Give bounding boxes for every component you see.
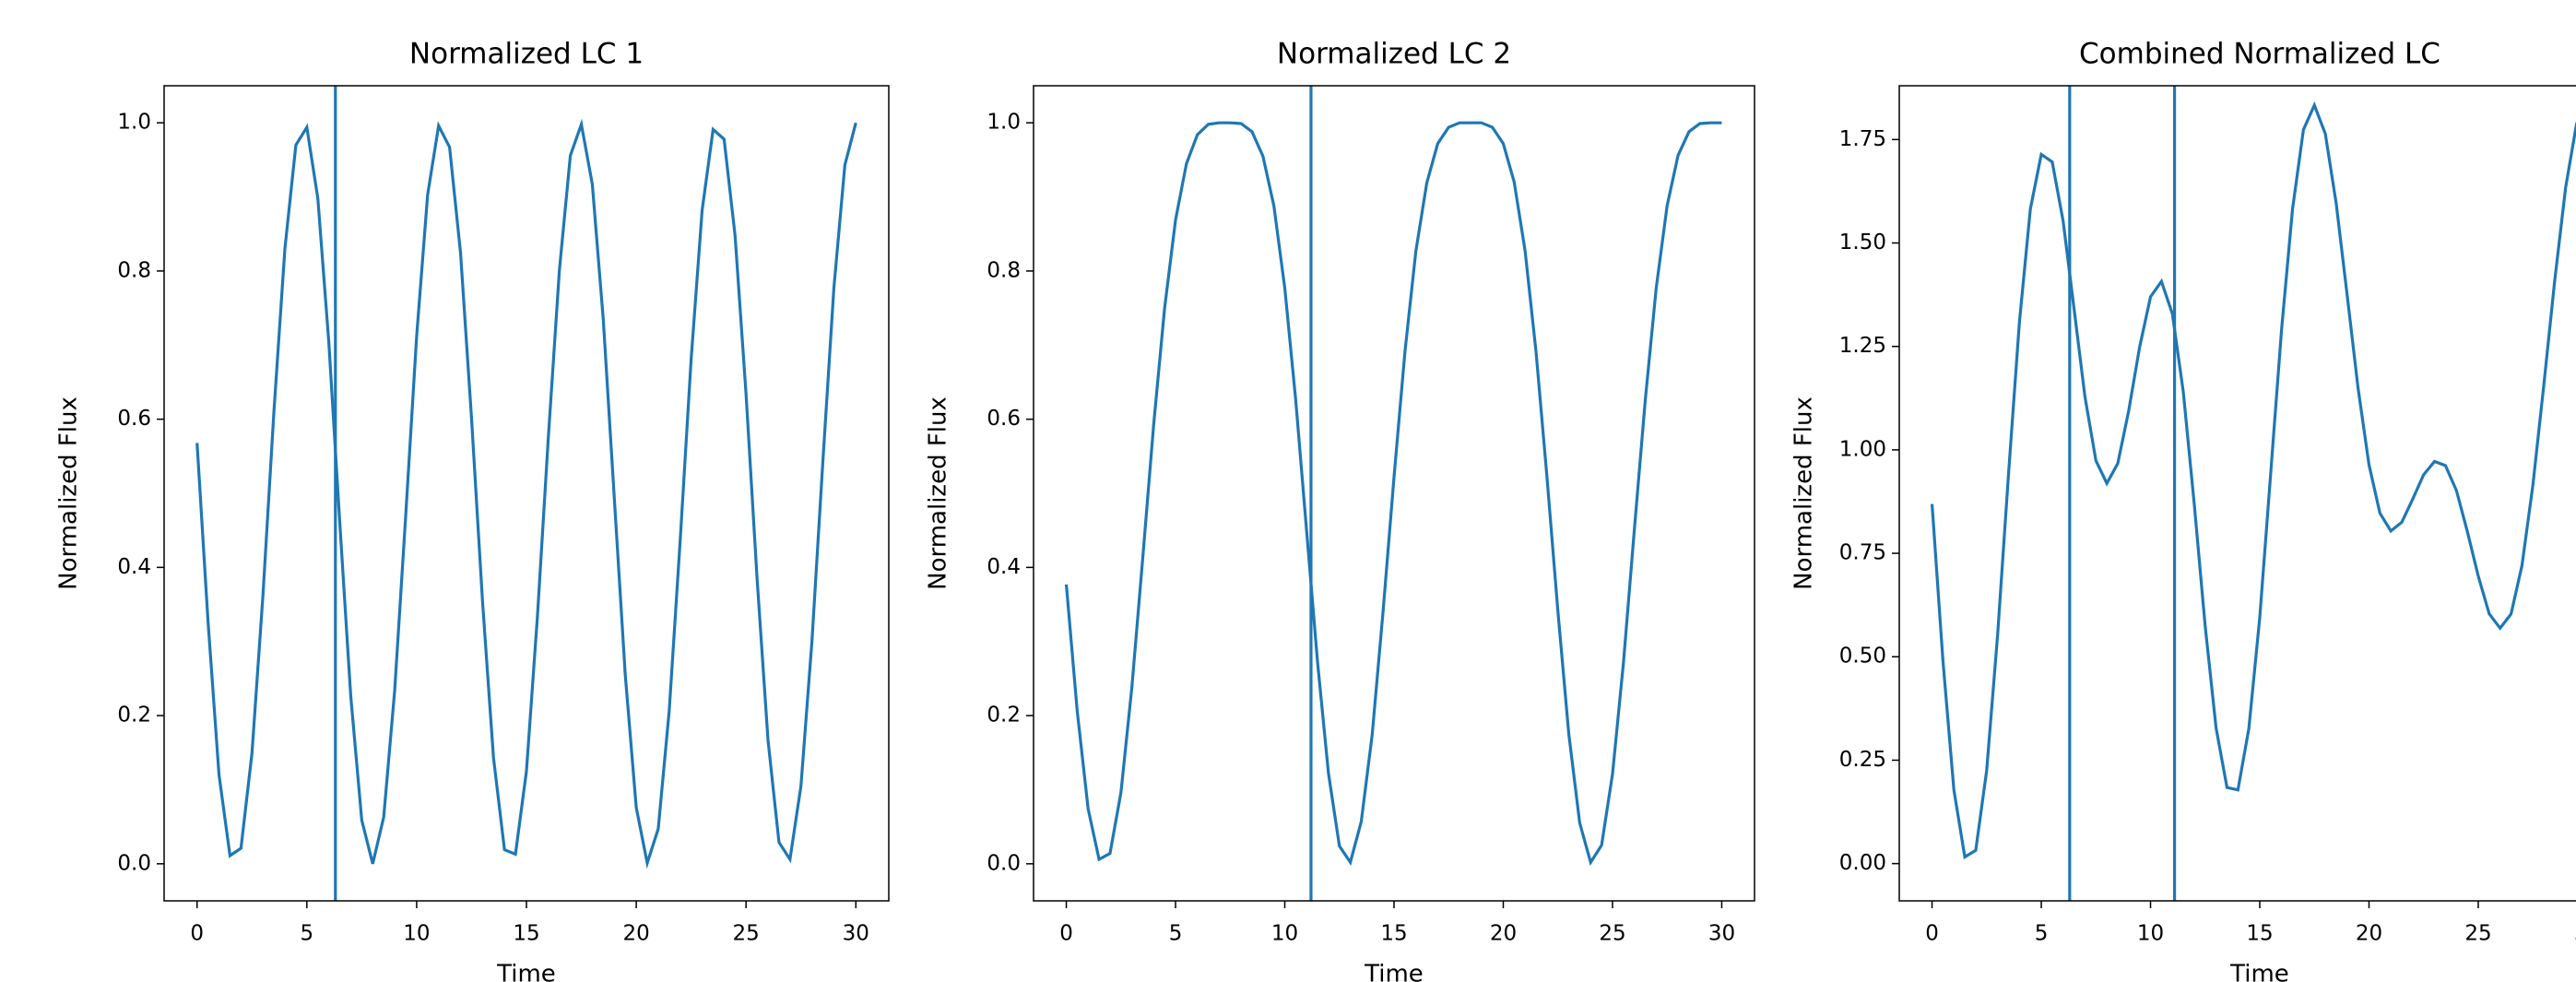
x-tick-label: 30 (2574, 922, 2576, 946)
y-tick-label: 0.2 (117, 704, 151, 728)
y-tick-label: 1.50 (1839, 231, 1886, 254)
x-tick-label: 10 (1271, 922, 1298, 946)
x-tick-label: 10 (403, 922, 430, 946)
x-tick-label: 15 (513, 922, 539, 946)
y-tick-label: 0.8 (987, 258, 1021, 282)
x-tick-label: 30 (1708, 922, 1735, 946)
x-tick-label: 0 (190, 922, 204, 946)
x-tick-label: 15 (2246, 922, 2273, 946)
axes-frame (1898, 85, 2576, 902)
data-line (1064, 121, 1722, 867)
y-tick-label: 0.6 (987, 407, 1021, 431)
y-tick-label: 0.4 (987, 555, 1021, 579)
y-tick-label: 0.0 (987, 851, 1021, 875)
y-tick-label: 0.2 (987, 704, 1021, 728)
y-axis-label: Normalized Flux (55, 396, 83, 590)
y-tick-label: 0.50 (1839, 645, 1886, 668)
y-tick-label: 1.0 (987, 111, 1021, 135)
y-tick-label: 0.6 (117, 407, 151, 431)
x-axis-label: Time (2229, 961, 2289, 982)
y-tick-label: 0.00 (1839, 851, 1886, 875)
data-line (195, 118, 857, 870)
axes-frame (1033, 85, 1755, 902)
x-tick-label: 25 (1599, 922, 1625, 946)
x-tick-label: 5 (1169, 922, 1183, 946)
y-tick-label: 1.0 (117, 111, 151, 135)
x-tick-label: 25 (733, 922, 760, 946)
x-tick-label: 30 (843, 922, 869, 946)
x-tick-label: 0 (1059, 922, 1073, 946)
y-tick-label: 1.25 (1839, 334, 1886, 358)
x-axis-label: Time (1364, 961, 1424, 982)
x-tick-label: 5 (2035, 922, 2049, 946)
y-tick-label: 0.8 (117, 258, 151, 282)
y-tick-label: 1.00 (1839, 437, 1886, 461)
x-tick-label: 25 (2464, 922, 2491, 946)
x-tick-label: 5 (300, 922, 313, 946)
y-axis-label: Normalized Flux (1790, 396, 1818, 590)
y-tick-label: 0.0 (117, 851, 151, 875)
chart-title: Normalized LC 1 (409, 38, 644, 71)
x-axis-label: Time (496, 961, 556, 982)
y-tick-label: 0.25 (1839, 748, 1886, 772)
axes-frame (163, 85, 890, 902)
y-axis-label: Normalized Flux (925, 396, 952, 590)
y-tick-label: 1.75 (1839, 127, 1886, 151)
chart-title: Combined Normalized LC (2079, 38, 2440, 71)
y-tick-label: 0.4 (117, 555, 151, 579)
chart-title: Normalized LC 2 (1277, 38, 1511, 71)
data-line (1930, 101, 2576, 860)
x-tick-label: 20 (2356, 922, 2382, 946)
x-tick-label: 20 (622, 922, 649, 946)
x-tick-label: 10 (2137, 922, 2164, 946)
y-tick-label: 0.75 (1839, 541, 1886, 565)
x-tick-label: 0 (1925, 922, 1939, 946)
x-tick-label: 20 (1490, 922, 1517, 946)
x-tick-label: 15 (1380, 922, 1407, 946)
